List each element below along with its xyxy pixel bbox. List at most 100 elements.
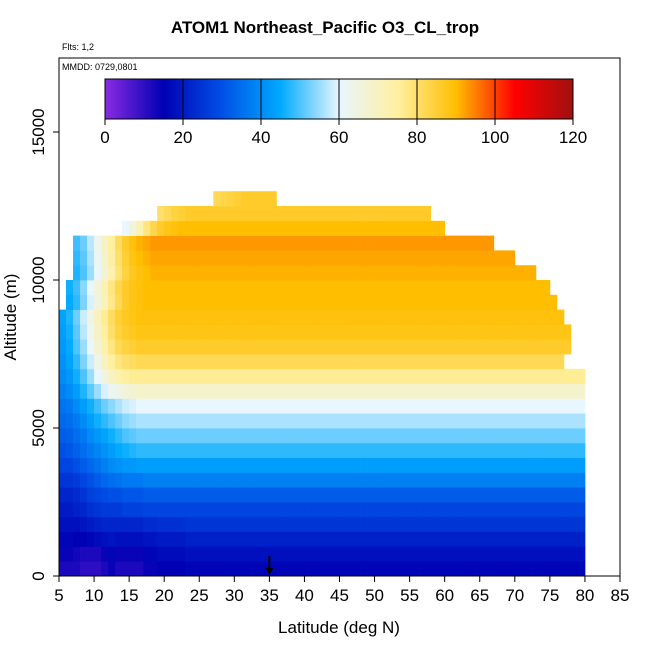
colorbar-tick-label: 80 (408, 128, 427, 147)
heatmap-cell (416, 472, 425, 488)
heatmap-cell (402, 265, 411, 281)
heatmap-cell (507, 339, 516, 355)
heatmap-cell (234, 546, 242, 562)
heatmap-cell (500, 250, 509, 266)
heatmap-cell (339, 457, 347, 473)
heatmap-cell (108, 368, 116, 384)
heatmap-cell (409, 220, 418, 236)
heatmap-cell (570, 413, 579, 429)
heatmap-cell (164, 280, 172, 296)
heatmap-cell (94, 383, 102, 399)
heatmap-cell (472, 383, 481, 399)
heatmap-cell (213, 354, 221, 370)
heatmap-cell (115, 487, 123, 503)
heatmap-cell (500, 487, 509, 503)
heatmap-cell (472, 250, 481, 266)
heatmap-cell (430, 531, 439, 547)
heatmap-cell (80, 457, 88, 473)
heatmap-cell (346, 309, 354, 325)
heatmap-cell (255, 280, 263, 296)
heatmap-cell (360, 383, 368, 399)
heatmap-cell (423, 561, 432, 577)
heatmap-cell (157, 368, 165, 384)
heatmap-cell (248, 220, 256, 236)
heatmap-cell (507, 516, 516, 532)
heatmap-cell (444, 398, 453, 414)
heatmap-cell (318, 561, 326, 577)
heatmap-cell (178, 206, 186, 222)
heatmap-cell (108, 294, 116, 310)
heatmap-cell (542, 339, 551, 355)
heatmap-cell (241, 398, 249, 414)
heatmap-cell (241, 235, 249, 251)
heatmap-cell (465, 531, 474, 547)
heatmap-cell (234, 309, 242, 325)
heatmap-cell (178, 487, 186, 503)
heatmap-cell (451, 413, 460, 429)
heatmap-cell (318, 516, 326, 532)
heatmap-cell (143, 472, 151, 488)
heatmap-cell (360, 472, 368, 488)
heatmap-cell (206, 546, 214, 562)
heatmap-cell (318, 280, 326, 296)
heatmap-cell (528, 265, 537, 281)
heatmap-cell (255, 294, 263, 310)
heatmap-cell (73, 413, 81, 429)
heatmap-cell (227, 502, 235, 518)
heatmap-cell (430, 502, 439, 518)
heatmap-cell (136, 324, 144, 340)
heatmap-cell (297, 383, 305, 399)
heatmap-cell (241, 383, 249, 399)
heatmap-cell (276, 398, 284, 414)
heatmap-cell (234, 428, 242, 444)
heatmap-cell (297, 457, 305, 473)
heatmap-cell (234, 398, 242, 414)
heatmap-cell (199, 206, 207, 222)
heatmap-cell (451, 472, 460, 488)
heatmap-cell (493, 472, 502, 488)
heatmap-cell (157, 383, 165, 399)
heatmap-cell (101, 413, 109, 429)
heatmap-cell (318, 368, 326, 384)
heatmap-cell (409, 265, 418, 281)
heatmap-cell (101, 339, 109, 355)
heatmap-cell (563, 457, 572, 473)
heatmap-cell (234, 324, 242, 340)
heatmap-cell (458, 324, 467, 340)
heatmap-cell (241, 368, 249, 384)
heatmap-cell (234, 265, 242, 281)
heatmap-cell (192, 487, 200, 503)
heatmap-cell (101, 531, 109, 547)
heatmap-cell (143, 428, 151, 444)
heatmap-cell (66, 457, 74, 473)
heatmap-cell (59, 516, 67, 532)
heatmap-cell (472, 368, 481, 384)
heatmap-cell (493, 487, 502, 503)
colorbar-tick-label: 120 (559, 128, 587, 147)
heatmap-cell (220, 398, 228, 414)
heatmap-cell (66, 472, 74, 488)
heatmap-cell (283, 354, 291, 370)
heatmap-cell (283, 413, 291, 429)
heatmap-cell (227, 383, 235, 399)
heatmap-cell (493, 354, 502, 370)
heatmap-cell (185, 457, 193, 473)
heatmap-cell (171, 324, 179, 340)
heatmap-cell (178, 457, 186, 473)
heatmap-cell (521, 472, 530, 488)
heatmap-cell (346, 324, 354, 340)
heatmap-cell (192, 265, 200, 281)
heatmap-cell (318, 457, 326, 473)
heatmap-cell (395, 413, 404, 429)
heatmap-cell (255, 191, 263, 207)
heatmap-cell (381, 561, 389, 577)
heatmap-cell (444, 354, 453, 370)
heatmap-cell (388, 428, 396, 444)
heatmap-cell (339, 206, 347, 222)
heatmap-cell (241, 472, 249, 488)
y-tick-label: 15000 (29, 108, 48, 155)
heatmap-cell (444, 413, 453, 429)
heatmap-cell (101, 546, 109, 562)
heatmap-cell (563, 442, 572, 458)
heatmap-cell (486, 294, 495, 310)
